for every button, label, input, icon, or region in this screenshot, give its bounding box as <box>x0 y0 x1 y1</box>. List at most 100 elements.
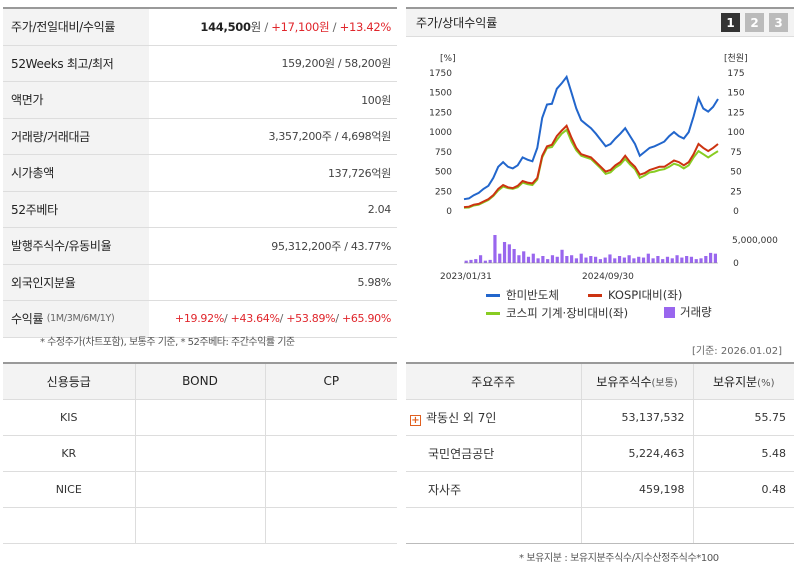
separator: / <box>332 19 337 34</box>
volume-bar <box>641 257 646 263</box>
chart-panel: 주가/상대수익률 1 2 3 [%] [천원] 1750 175 1500 150 1250… <box>406 7 794 337</box>
volume-bar <box>522 251 526 263</box>
summary-row-market-cap: 시가총액 137,726억원 <box>3 155 397 192</box>
summary-value: 2.04 <box>367 202 392 216</box>
holder-ratio: 5.48 <box>692 435 794 472</box>
volume-bar <box>613 258 617 263</box>
volume-bar <box>517 255 521 263</box>
right-tick-label: 100 <box>727 128 744 138</box>
bond-rating <box>134 471 265 508</box>
holder-shares: 459,198 <box>580 471 693 508</box>
holder-ratio: 55.75 <box>692 399 794 436</box>
legend-label: 코스피 기계·장비대비(좌) <box>506 306 629 320</box>
agency-name: KIS <box>3 399 135 436</box>
left-tick-label: 750 <box>435 148 452 158</box>
column-header: 보유지분(%) <box>692 363 794 400</box>
cp-rating <box>264 399 397 436</box>
separator: / <box>264 19 268 34</box>
volume-bar <box>656 256 660 263</box>
empty-cell <box>406 507 581 544</box>
volume-bar <box>709 252 713 263</box>
right-axis-unit: [천원] <box>724 53 748 64</box>
left-tick-label: 1750 <box>429 69 452 79</box>
x-tick-label: 2023/01/31 <box>440 272 492 282</box>
column-header-unit: (보통) <box>651 377 678 389</box>
volume-bar <box>493 235 497 263</box>
returns-label: 수익률 <box>11 312 44 327</box>
table-row: 국민연금공단 5,224,463 5.48 <box>406 435 794 472</box>
shareholders-table: 주요주주 보유주식수(보통) 보유지분(%) + 곽동신 외 7인 53,137,… <box>406 362 794 544</box>
legend-label: KOSPI대비(좌) <box>608 288 683 302</box>
volume-bar <box>488 259 492 263</box>
left-tick-label: 1250 <box>429 108 452 118</box>
holder-name: + 곽동신 외 7인 <box>406 399 581 436</box>
holder-shares: 5,224,463 <box>580 435 693 472</box>
summary-row-returns: 수익률 (1M/3M/6M/1Y) +19.92%/ +43.64%/ +53.… <box>3 301 397 338</box>
price-unit: 원 <box>250 19 262 34</box>
column-header: CP <box>264 363 397 400</box>
volume-bar <box>589 256 593 263</box>
series-line <box>463 124 719 209</box>
volume-bar <box>526 256 531 263</box>
chart-tab-3[interactable]: 3 <box>769 13 788 32</box>
summary-row-par-value: 액면가 100원 <box>3 82 397 119</box>
volume-bar <box>680 257 684 263</box>
summary-label: 52주베타 <box>3 191 149 227</box>
chart-tab-1[interactable]: 1 <box>721 13 740 32</box>
volume-bar <box>593 256 598 263</box>
cp-rating <box>264 507 397 544</box>
bond-rating <box>134 507 265 544</box>
volume-bar <box>646 253 650 263</box>
column-header: BOND <box>134 363 265 400</box>
legend-swatch <box>486 293 500 297</box>
holder-ratio: 0.48 <box>692 471 794 508</box>
summary-label: 외국인지분율 <box>3 264 149 300</box>
volume-bar <box>685 256 689 263</box>
legend-item-kospi: KOSPI대비(좌) <box>588 287 682 303</box>
table-row: + 곽동신 외 7인 53,137,532 55.75 <box>406 399 794 436</box>
right-tick-label: 175 <box>727 69 744 79</box>
volume-bar <box>665 256 670 263</box>
summary-label: 수익률 (1M/3M/6M/1Y) <box>3 301 149 337</box>
volume-bar <box>550 255 555 263</box>
credit-rating-table: 신용등급 BOND CP KIS KR NICE <box>3 362 397 544</box>
separator: / <box>279 312 284 326</box>
column-header: 신용등급 <box>3 363 135 400</box>
volume-zero-label: 0 <box>733 259 739 269</box>
volume-bar <box>464 260 468 263</box>
summary-label: 거래량/거래대금 <box>3 118 149 154</box>
table-header-row: 주요주주 보유주식수(보통) 보유지분(%) <box>406 363 794 400</box>
table-row: 자사주 459,198 0.48 <box>406 471 794 508</box>
volume-bar <box>512 249 516 263</box>
table-header-row: 신용등급 BOND CP <box>3 363 397 400</box>
chart-tab-2[interactable]: 2 <box>745 13 764 32</box>
volume-bar <box>478 255 483 263</box>
legend-swatch <box>664 306 675 318</box>
return-1y: +65.90% <box>341 312 391 326</box>
volume-bar <box>579 253 583 263</box>
separator: / <box>335 312 339 326</box>
chart-title: 주가/상대수익률 <box>416 16 498 30</box>
expand-plus-icon[interactable]: + <box>410 414 421 426</box>
right-tick-label: 25 <box>730 187 741 197</box>
holder-name-text[interactable]: 곽동신 외 7인 <box>426 410 497 425</box>
summary-label: 52Weeks 최고/최저 <box>3 45 149 81</box>
price-change: +17,100원 <box>271 19 330 34</box>
volume-bar <box>574 258 579 263</box>
holder-name: 자사주 <box>406 471 581 508</box>
column-header: 주요주주 <box>406 363 581 400</box>
date-note: [기준: 2026.01.02] <box>692 346 783 357</box>
table-row: NICE <box>3 471 397 508</box>
agency-name <box>3 507 135 544</box>
volume-bar <box>498 253 502 263</box>
right-tick-label: 125 <box>727 108 744 118</box>
summary-value: 95,312,200주 / 43.77% <box>271 239 391 253</box>
table-row <box>3 507 397 544</box>
right-tick-label: 0 <box>733 207 739 217</box>
summary-label: 주가/전일대비/수익률 <box>3 9 149 45</box>
summary-value: 159,200원 / 58,200원 <box>281 57 391 71</box>
volume-bar <box>483 260 487 263</box>
volume-bar <box>632 258 636 263</box>
volume-bar <box>507 244 511 263</box>
